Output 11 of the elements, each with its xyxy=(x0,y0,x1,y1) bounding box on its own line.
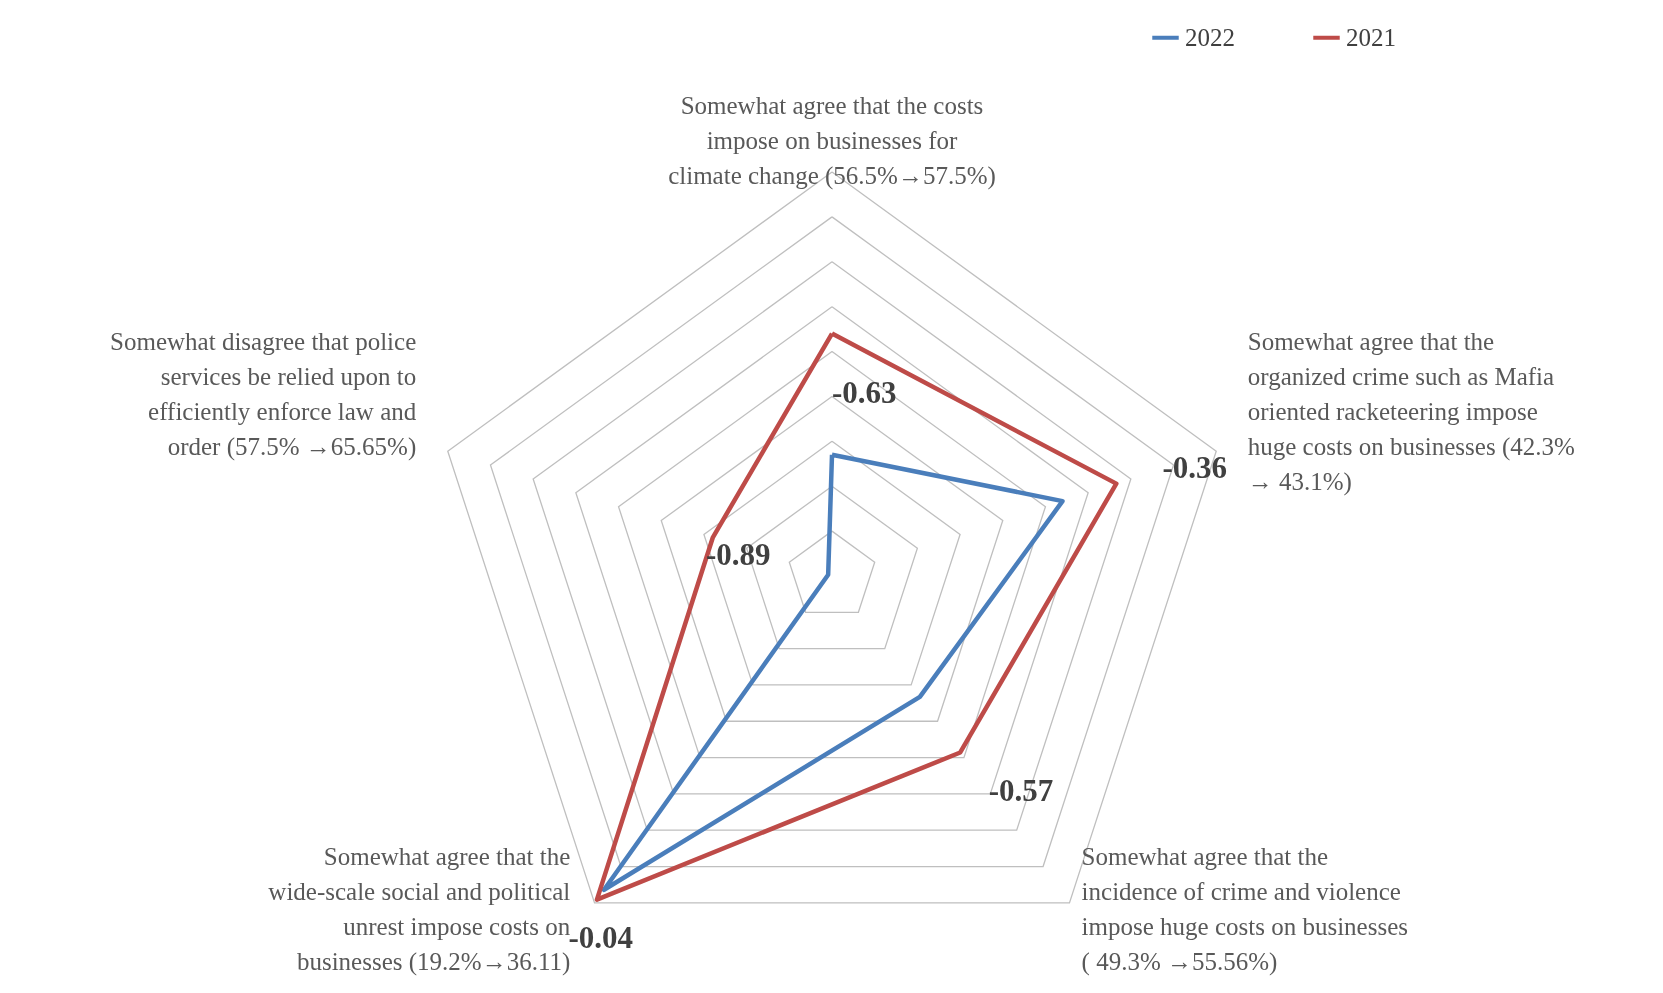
text: -0.89 xyxy=(705,537,771,573)
spoke-label: Somewhat disagree that police services be relied upon to efficiently enforce law and order (57.5% →65.65%) xyxy=(110,328,417,462)
spoke-label: Somewhat agree that the organized crime such as Mafia oriented racketeering impose huge costs on businesses (42.3% → 43.1%) xyxy=(1247,328,1575,497)
legend-label: 2022 xyxy=(1185,23,1235,51)
legend-label: 2021 xyxy=(1346,23,1396,51)
text: -0.04 xyxy=(568,919,633,955)
text: -0.63 xyxy=(832,375,897,411)
text: -0.36 xyxy=(1162,449,1228,485)
spoke-label: Somewhat agree that the incidence of crime and violence impose huge costs on businesses ( 49.3% →55.56%) xyxy=(1081,842,1408,976)
spoke-label: Somewhat agree that the costs impose on businesses for climate change (56.5%→57.5%) xyxy=(668,92,996,191)
text: -0.57 xyxy=(988,772,1054,808)
